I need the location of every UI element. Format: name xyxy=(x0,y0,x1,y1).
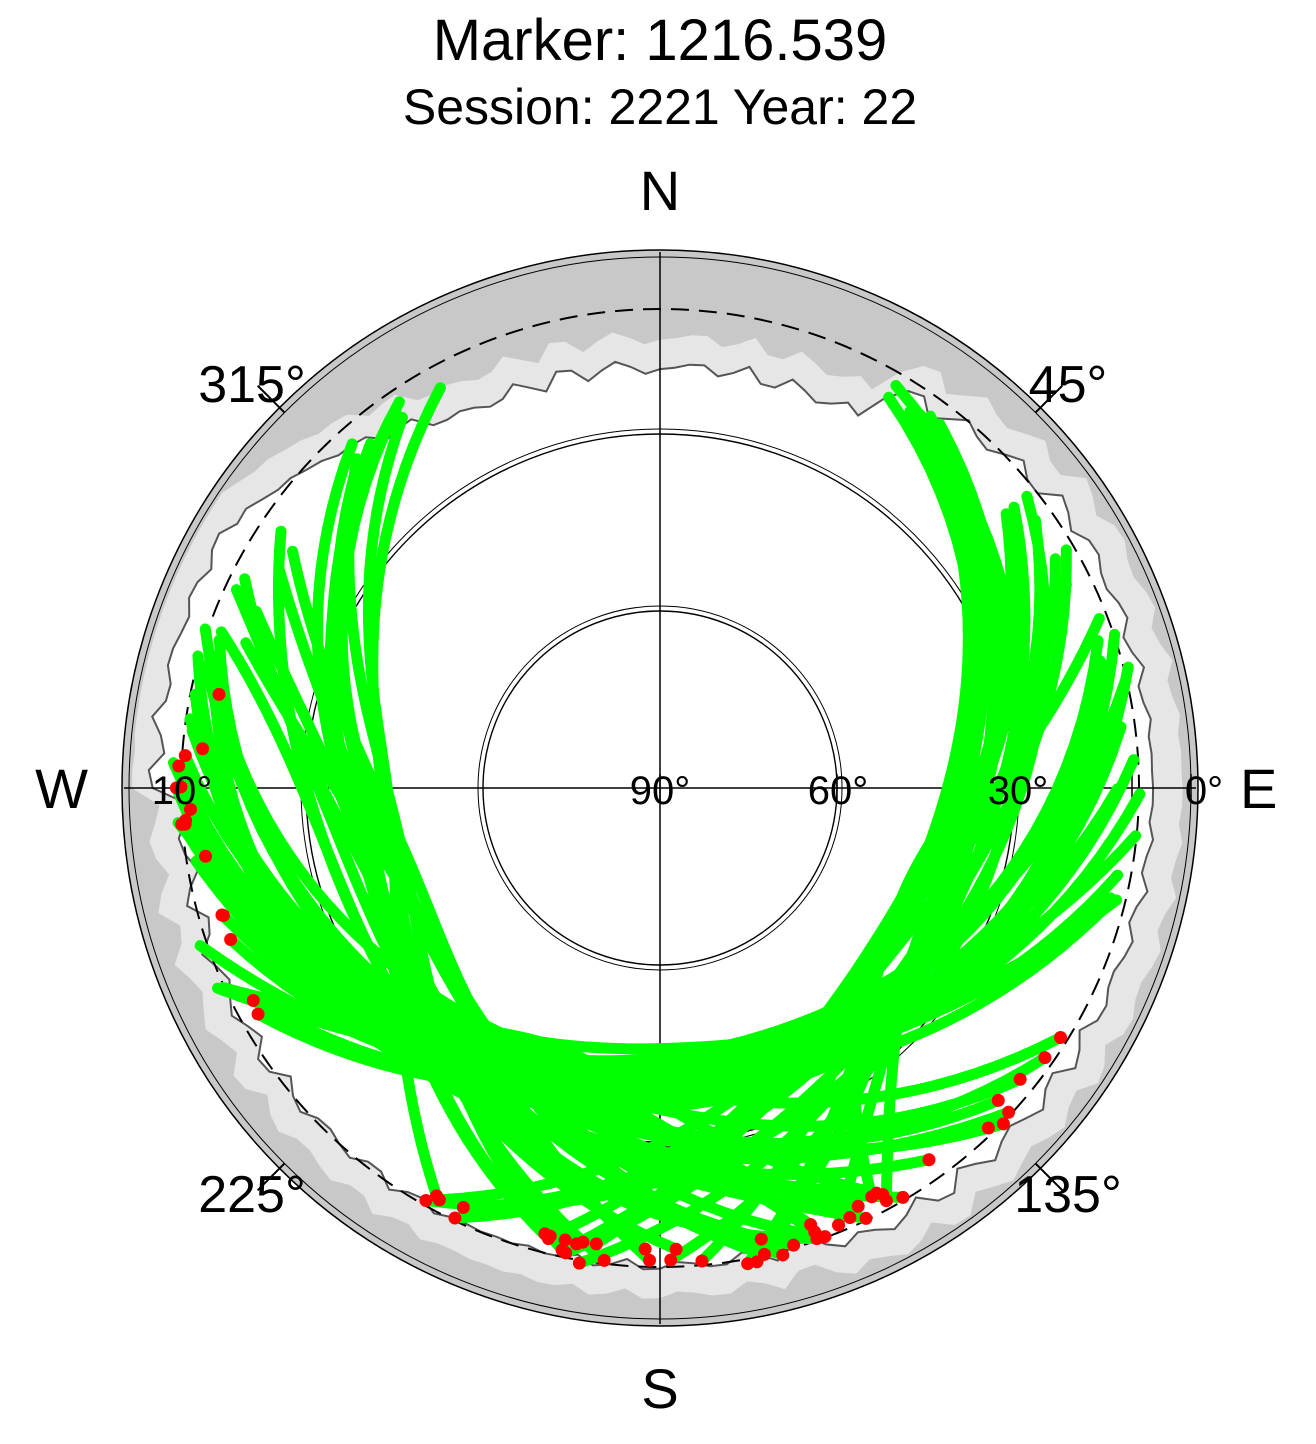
azimuth-tick-135 xyxy=(1034,1162,1064,1192)
track-endpoint-11 xyxy=(843,1211,857,1225)
track-endpoint-53 xyxy=(429,1189,443,1203)
satellite-track-52 xyxy=(742,579,1072,1270)
satellite-track-58 xyxy=(173,675,1131,1067)
satellite-track-63 xyxy=(212,982,1026,1132)
satellite-track-45 xyxy=(330,464,789,1261)
track-endpoint-7 xyxy=(922,1153,936,1167)
track-endpoint-46 xyxy=(175,817,189,831)
track-endpoint-52 xyxy=(741,1257,755,1271)
elevation-label-60: 60° xyxy=(808,769,869,813)
track-endpoint-57 xyxy=(576,1235,590,1249)
satellite-track-60 xyxy=(573,501,1031,1269)
track-endpoint-63 xyxy=(1013,1072,1027,1086)
track-endpoint-31 xyxy=(876,1188,890,1202)
satellite-track-44 xyxy=(665,410,1000,1266)
elevation-label-0: 0° xyxy=(1185,769,1223,813)
track-endpoint-49 xyxy=(558,1233,572,1247)
track-endpoint-26 xyxy=(183,802,197,816)
track-endpoint-42 xyxy=(196,742,210,756)
track-endpoint-5 xyxy=(787,1238,801,1252)
track-endpoint-45 xyxy=(776,1248,790,1262)
track-endpoint-56 xyxy=(419,1193,433,1207)
track-endpoint-29 xyxy=(757,1247,771,1261)
track-endpoint-13 xyxy=(638,1242,652,1256)
track-endpoint-48 xyxy=(865,1190,879,1204)
track-endpoint-33 xyxy=(597,1253,611,1267)
track-endpoint-23 xyxy=(981,1121,995,1135)
satellite-track-61 xyxy=(215,626,823,1245)
track-endpoint-35 xyxy=(1054,1031,1068,1045)
satellite-track-62 xyxy=(247,717,1118,1092)
track-endpoint-3 xyxy=(1038,1051,1052,1065)
track-endpoint-4 xyxy=(456,1200,470,1214)
track-endpoint-28 xyxy=(448,1211,462,1225)
azimuth-tick-45 xyxy=(1034,384,1064,414)
satellite-track-54 xyxy=(175,781,1116,1092)
east-label: E xyxy=(1240,757,1277,820)
track-endpoint-41 xyxy=(754,1232,768,1246)
chart-title: Marker: 1216.539 xyxy=(433,8,888,73)
track-endpoint-18 xyxy=(224,933,238,947)
track-endpoint-54 xyxy=(174,780,188,794)
azimuth-label-45: 45° xyxy=(1029,356,1108,414)
track-endpoint-62 xyxy=(246,994,260,1008)
azimuth-label-135: 135° xyxy=(1014,1166,1122,1224)
track-endpoint-21 xyxy=(555,1243,569,1257)
track-endpoint-36 xyxy=(695,1254,709,1268)
elevation-label-10: 10° xyxy=(152,769,213,813)
track-endpoints xyxy=(169,687,1068,1271)
track-endpoint-32 xyxy=(832,1218,846,1232)
track-endpoint-59 xyxy=(896,1190,910,1204)
satellite-tracks xyxy=(168,380,1146,1270)
track-endpoint-60 xyxy=(572,1256,586,1270)
chart-subtitle: Session: 2221 Year: 22 xyxy=(403,79,917,135)
west-label: W xyxy=(35,757,88,820)
track-endpoint-25 xyxy=(643,1253,657,1267)
track-endpoint-15 xyxy=(991,1093,1005,1107)
elevation-label-30: 30° xyxy=(988,769,1049,813)
azimuth-tick-225 xyxy=(256,1162,286,1192)
axis-labels: N S E W 45° 135° 225° 315° 0° 10° 30° 60° 90° xyxy=(35,159,1277,1420)
azimuth-label-315: 315° xyxy=(198,356,306,414)
track-endpoint-0 xyxy=(589,1237,603,1251)
track-endpoint-50 xyxy=(199,849,213,863)
track-endpoint-43 xyxy=(859,1211,873,1225)
track-endpoint-47 xyxy=(996,1117,1010,1131)
north-label: N xyxy=(640,159,680,222)
track-endpoint-34 xyxy=(212,687,226,701)
satellite-track-59 xyxy=(191,817,909,1203)
track-endpoint-38 xyxy=(215,908,229,922)
track-endpoint-14 xyxy=(251,1007,265,1021)
elevation-label-90: 90° xyxy=(630,769,691,813)
track-endpoint-27 xyxy=(851,1199,865,1213)
track-endpoint-61 xyxy=(810,1232,824,1246)
track-endpoint-44 xyxy=(664,1253,678,1267)
azimuth-label-225: 225° xyxy=(198,1166,306,1224)
track-endpoint-6 xyxy=(178,749,192,763)
track-endpoint-51 xyxy=(1002,1105,1016,1119)
south-label: S xyxy=(641,1357,678,1420)
track-endpoint-40 xyxy=(543,1229,557,1243)
track-endpoint-58 xyxy=(172,759,186,773)
track-endpoint-9 xyxy=(669,1242,683,1256)
azimuth-tick-315 xyxy=(256,384,286,414)
